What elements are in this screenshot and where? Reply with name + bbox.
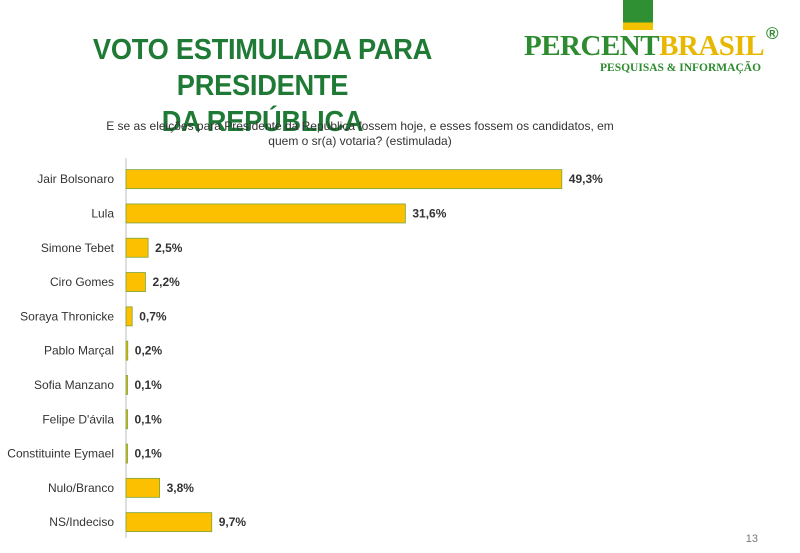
page-number: 13	[745, 533, 758, 545]
bar	[125, 340, 129, 361]
vote-intention-bar-chart: Jair Bolsonaro 49,3% Lula 31,6% Simone Tebet…	[7, 158, 603, 538]
data-label: 2,5%	[155, 241, 183, 255]
category-label: NS/Indeciso	[49, 515, 114, 529]
slide-title: VOTO ESTIMULADA PARA PRESIDENTE DA REPÚB…	[25, 32, 500, 140]
logo-tagline: PESQUISAS & INFORMAÇÃO	[600, 62, 762, 74]
data-label: 0,2%	[135, 344, 163, 358]
data-label: 9,7%	[219, 515, 247, 529]
data-label: 3,8%	[167, 481, 195, 495]
category-label: Sofia Manzano	[34, 378, 114, 392]
data-label: 0,1%	[135, 447, 163, 461]
logo-flag-icon	[623, 0, 653, 30]
data-label: 31,6%	[412, 206, 446, 220]
category-label: Nulo/Branco	[48, 481, 114, 495]
bar	[125, 409, 128, 430]
bar	[125, 237, 149, 258]
bar	[125, 306, 133, 327]
bar	[125, 477, 160, 498]
data-label: 0,1%	[135, 378, 163, 392]
question-line-1: E se as eleições para Presidente da Repú…	[106, 119, 614, 133]
bar	[125, 272, 146, 292]
category-label: Simone Tebet	[41, 241, 115, 255]
bar	[125, 203, 406, 224]
logo-registered-mark: ®	[766, 24, 779, 43]
data-label: 2,2%	[152, 275, 180, 289]
logo-wordmark: PERCENTBRASIL	[524, 30, 765, 62]
title-line-1: VOTO ESTIMULADA PARA PRESIDENTE	[92, 34, 433, 102]
bar	[125, 375, 128, 395]
category-label: Lula	[91, 206, 114, 220]
category-label: Pablo Marçal	[44, 344, 114, 358]
category-label: Constituinte Eymael	[7, 447, 114, 461]
category-label: Ciro Gomes	[50, 275, 114, 289]
bar	[125, 512, 213, 533]
category-label: Soraya Thronicke	[20, 309, 114, 323]
survey-question: E se as eleições para Presidente da Repú…	[60, 119, 660, 149]
category-label: Jair Bolsonaro	[37, 172, 114, 186]
category-label: Felipe D'ávila	[42, 412, 114, 426]
data-label: 0,1%	[135, 412, 163, 426]
title-line-2: DA REPÚBLICA	[161, 106, 364, 138]
data-label: 0,7%	[139, 309, 167, 323]
bar	[125, 443, 128, 464]
percentbrasil-logo: PERCENTBRASIL ® PESQUISAS & INFORMAÇÃO	[520, 0, 795, 80]
data-label: 49,3%	[569, 172, 603, 186]
bar	[125, 169, 563, 190]
question-line-2: quem o sr(a) votaria? (estimulada)	[268, 134, 452, 148]
